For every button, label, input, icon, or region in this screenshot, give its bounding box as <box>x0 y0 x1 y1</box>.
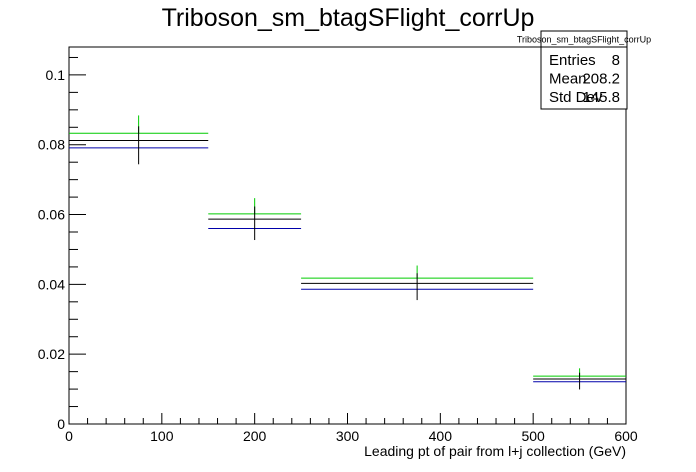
y-tick-label: 0.04 <box>38 276 65 292</box>
stats-label-entries: Entries <box>549 52 596 69</box>
x-axis-label: Leading pt of pair from l+j collection (… <box>364 443 626 459</box>
stats-box: Triboson_sm_btagSFlight_corrUp Entries 8 M… <box>517 30 651 110</box>
stats-value-std-dev: 145.8 <box>582 89 620 106</box>
x-tick-label: 300 <box>336 428 360 444</box>
stats-title: Triboson_sm_btagSFlight_corrUp <box>517 35 651 45</box>
x-tick-label: 0 <box>65 428 73 444</box>
y-tick-label: 0.08 <box>38 137 65 153</box>
x-tick-label: 400 <box>429 428 453 444</box>
y-axis: 0 0.02 0.04 0.06 0.08 0.1 <box>38 56 86 432</box>
series-layer <box>69 115 626 390</box>
x-axis: 0 100 200 300 400 500 600 <box>65 413 638 444</box>
stats-label-std-dev: Std Dev <box>549 89 603 106</box>
chart-title: Triboson_sm_btagSFlight_corrUp <box>162 4 535 32</box>
y-tick-label: 0.02 <box>38 346 65 362</box>
stats-value-entries: 8 <box>612 52 620 69</box>
y-tick-label: 0 <box>57 416 65 432</box>
x-tick-label: 500 <box>521 428 545 444</box>
stats-label-mean: Mean <box>549 71 587 88</box>
x-tick-label: 200 <box>243 428 267 444</box>
y-tick-label: 0.06 <box>38 207 65 223</box>
stats-value-mean: 208.2 <box>582 71 620 88</box>
y-tick-label: 0.1 <box>46 67 66 83</box>
x-tick-label: 600 <box>614 428 638 444</box>
stats-box-body <box>540 46 628 110</box>
x-tick-label: 100 <box>150 428 174 444</box>
